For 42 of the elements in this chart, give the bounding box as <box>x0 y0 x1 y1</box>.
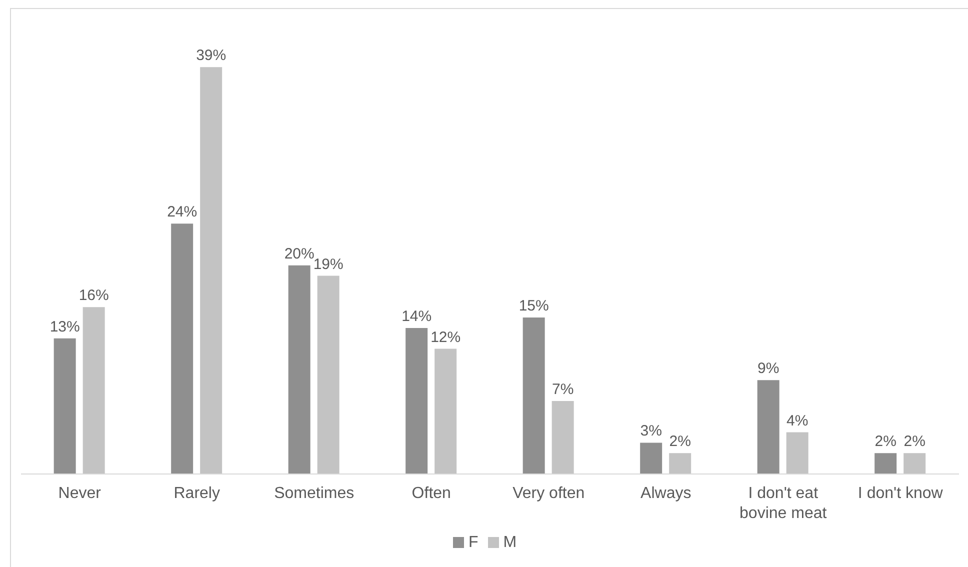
x-tick-label: Rarely <box>174 485 220 502</box>
data-label: 4% <box>786 412 808 430</box>
data-label: 24% <box>167 204 198 221</box>
bar <box>904 453 926 474</box>
data-label: 39% <box>196 47 226 64</box>
data-label: 12% <box>430 328 461 346</box>
data-label: 20% <box>284 245 314 262</box>
data-label: 2% <box>904 433 926 450</box>
bar <box>288 265 310 474</box>
x-tick-label: I don't eat bovine meat <box>740 485 828 522</box>
legend-label: F <box>468 534 478 551</box>
data-label: 14% <box>402 308 432 325</box>
data-label: 13% <box>50 318 80 336</box>
data-label: 2% <box>669 433 691 450</box>
x-tick-label: Never <box>58 485 102 502</box>
data-label: 7% <box>552 380 574 398</box>
legend-label: M <box>503 534 517 551</box>
bar <box>757 380 780 474</box>
data-label: 15% <box>518 298 549 315</box>
data-label: 19% <box>313 256 344 273</box>
x-tick-label: Often <box>412 485 451 502</box>
x-tick-label: Always <box>640 485 692 502</box>
x-tick-label: Very often <box>512 485 585 502</box>
x-tick-label: I don't know <box>858 485 944 502</box>
bar <box>640 442 662 474</box>
bar <box>406 328 428 474</box>
x-tick-label: Sometimes <box>274 485 354 502</box>
bar <box>434 348 457 474</box>
data-label: 16% <box>78 287 109 304</box>
bar <box>552 400 574 474</box>
bar <box>54 338 76 474</box>
bar <box>874 453 897 474</box>
bar <box>786 432 808 474</box>
bar <box>200 67 222 474</box>
data-label: 3% <box>640 422 662 440</box>
data-label: 2% <box>874 433 896 450</box>
bar <box>171 224 194 474</box>
bar <box>317 276 340 474</box>
bar <box>669 453 692 474</box>
bar <box>82 307 105 474</box>
bar <box>522 318 545 474</box>
data-label: 9% <box>757 360 780 378</box>
